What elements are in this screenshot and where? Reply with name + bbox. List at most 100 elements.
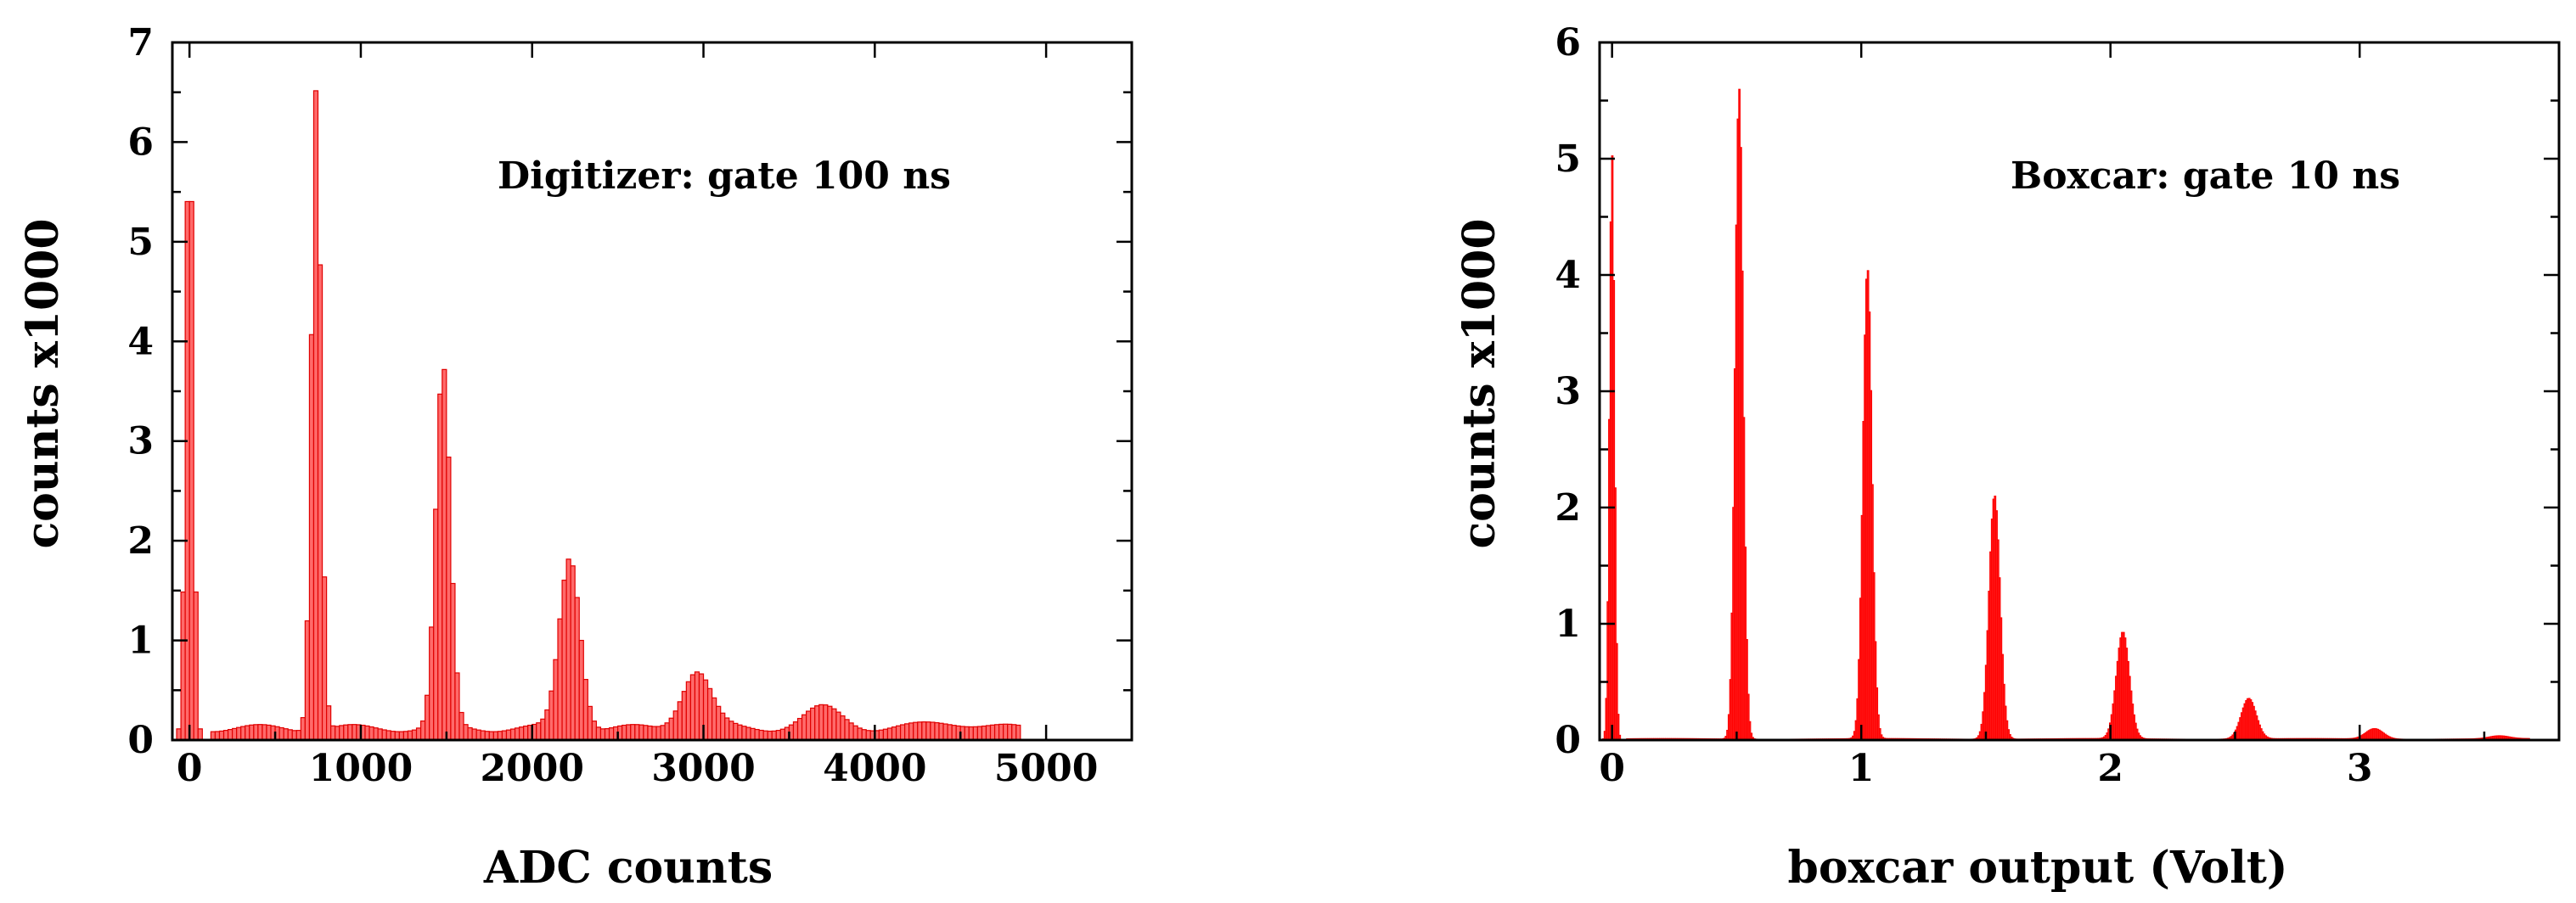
boxcar-y-tick-label: 5: [1555, 137, 1581, 181]
digitizer-histogram-bar: [647, 725, 653, 741]
digitizer-histogram-bar: [347, 724, 353, 741]
boxcar-y-tick-label: 1: [1555, 603, 1581, 646]
digitizer-histogram-bar: [308, 334, 315, 741]
digitizer-histogram-bar: [471, 728, 477, 741]
digitizer-histogram-bar: [942, 723, 948, 741]
digitizer-histogram-bar: [425, 694, 430, 741]
boxcar-x-tick-label: 3: [2347, 747, 2373, 790]
digitizer-histogram-bar: [180, 591, 186, 741]
digitizer-histogram-bar: [587, 705, 593, 741]
digitizer-histogram-bar: [326, 705, 332, 741]
digitizer-histogram-bar: [694, 671, 700, 741]
digitizer-histogram-bar: [806, 710, 812, 741]
digitizer-histogram-bar: [218, 730, 225, 741]
digitizer-histogram-bar: [429, 626, 435, 741]
digitizer-histogram-bar: [664, 722, 670, 741]
digitizer-histogram-bar: [685, 681, 691, 741]
boxcar-y-tick-label: 4: [1555, 254, 1581, 297]
digitizer-y-axis-label: counts x1000: [17, 218, 69, 548]
digitizer-histogram-bar: [553, 659, 559, 741]
digitizer-histogram-bar: [540, 718, 546, 741]
digitizer-histogram-bar: [519, 726, 525, 741]
digitizer-histogram-bar: [779, 728, 785, 741]
digitizer-histogram-bar: [536, 722, 542, 741]
digitizer-histogram-bar: [634, 724, 640, 741]
digitizer-histogram-bar: [475, 729, 481, 741]
digitizer-histogram-bar: [968, 726, 974, 741]
digitizer-histogram-bar: [608, 727, 615, 741]
digitizer-histogram-bar: [591, 721, 598, 741]
digitizer-histogram-bar: [711, 697, 717, 741]
digitizer-histogram-bar: [484, 731, 490, 741]
digitizer-histogram-bar: [442, 368, 447, 741]
digitizer-histogram-bar: [278, 726, 284, 741]
digitizer-histogram-bar: [1011, 724, 1017, 741]
digitizer-histogram-bar: [523, 725, 529, 741]
digitizer-histogram-bar: [796, 717, 803, 741]
digitizer-histogram-bar: [913, 721, 919, 741]
digitizer-histogram-bar: [287, 729, 293, 741]
digitizer-y-tick-label: 2: [127, 519, 154, 563]
digitizer-histogram-bar: [245, 725, 250, 741]
digitizer-y-tick-label: 0: [127, 719, 154, 762]
digitizer-x-tick-label: 2000: [481, 747, 584, 790]
digitizer-histogram-bar: [458, 711, 464, 741]
boxcar-x-tick-label: 0: [1599, 747, 1625, 790]
boxcar-x-axis-label: boxcar output (Volt): [1788, 842, 2288, 894]
digitizer-histogram-bar: [622, 724, 627, 741]
digitizer-histogram-bar: [1015, 724, 1021, 741]
digitizer-histogram-bar: [728, 721, 734, 741]
digitizer-histogram-bar: [754, 728, 760, 741]
digitizer-y-tick-label: 5: [127, 221, 154, 264]
digitizer-histogram-bar: [724, 717, 730, 741]
digitizer-chart: 0 1000 2000 3000 4000 5000 0 1 2 3 4 5 6 7 Digitizer:…: [17, 21, 1133, 894]
boxcar-x-tick-label: 1: [1848, 747, 1875, 790]
digitizer-histogram-bar: [981, 725, 987, 741]
digitizer-histogram-bar: [548, 690, 554, 741]
digitizer-histogram-bar: [300, 716, 306, 741]
digitizer-histogram-bar: [283, 728, 289, 741]
digitizer-histogram-bar: [509, 728, 516, 741]
digitizer-x-tick-label: 5000: [994, 747, 1098, 790]
digitizer-histogram-bar: [810, 707, 816, 741]
digitizer-histogram-bar: [227, 728, 233, 741]
digitizer-histogram-bar: [733, 722, 739, 741]
digitizer-x-tick-label: 1000: [309, 747, 413, 790]
digitizer-histogram-bar: [214, 731, 221, 741]
digitizer-histogram-bar: [792, 721, 799, 741]
digitizer-histogram-bar: [505, 729, 512, 741]
digitizer-histogram-bar: [582, 678, 588, 741]
digitizer-histogram-bar: [857, 727, 863, 741]
digitizer-histogram-bar: [655, 726, 661, 741]
digitizer-histogram-bar: [497, 731, 503, 741]
digitizer-histogram-bar: [934, 721, 940, 741]
digitizer-histogram-bar: [176, 728, 182, 741]
digitizer-histogram-bar: [317, 264, 323, 741]
digitizer-annotation: Digitizer: gate 100 ns: [498, 154, 951, 198]
digitizer-histogram-bar: [737, 724, 743, 741]
digitizer-histogram-bar: [904, 723, 910, 741]
digitizer-histogram-bar: [433, 508, 439, 741]
digitizer-ticks: 0 1000 2000 3000 4000 5000 0 1 2 3 4 5 6 7: [127, 21, 1133, 790]
digitizer-histogram-bar: [514, 727, 520, 741]
digitizer-histogram-bar: [917, 721, 923, 741]
boxcar-y-tick-label: 3: [1555, 370, 1581, 413]
digitizer-histogram-bar: [339, 725, 345, 741]
digitizer-histogram-bar: [998, 723, 1004, 741]
digitizer-histogram-bar: [446, 457, 452, 741]
digitizer-histogram-bar: [878, 729, 885, 741]
digitizer-histogram-bar: [385, 730, 391, 741]
digitizer-histogram-bar: [938, 722, 944, 741]
digitizer-histogram-bar: [454, 672, 460, 741]
digitizer-histogram-bar: [706, 687, 713, 741]
digitizer-histogram-bar: [891, 726, 897, 741]
digitizer-histogram-bar: [291, 730, 297, 741]
digitizer-histogram-bar: [899, 724, 906, 741]
digitizer-histogram-bar: [827, 705, 833, 741]
digitizer-histogram-bar: [814, 705, 820, 741]
digitizer-histogram-bar: [197, 728, 203, 741]
digitizer-y-tick-label: 6: [127, 121, 154, 164]
digitizer-histogram-bar: [257, 724, 263, 741]
digitizer-histogram-bar: [232, 727, 238, 741]
digitizer-histogram-bar: [758, 729, 764, 741]
